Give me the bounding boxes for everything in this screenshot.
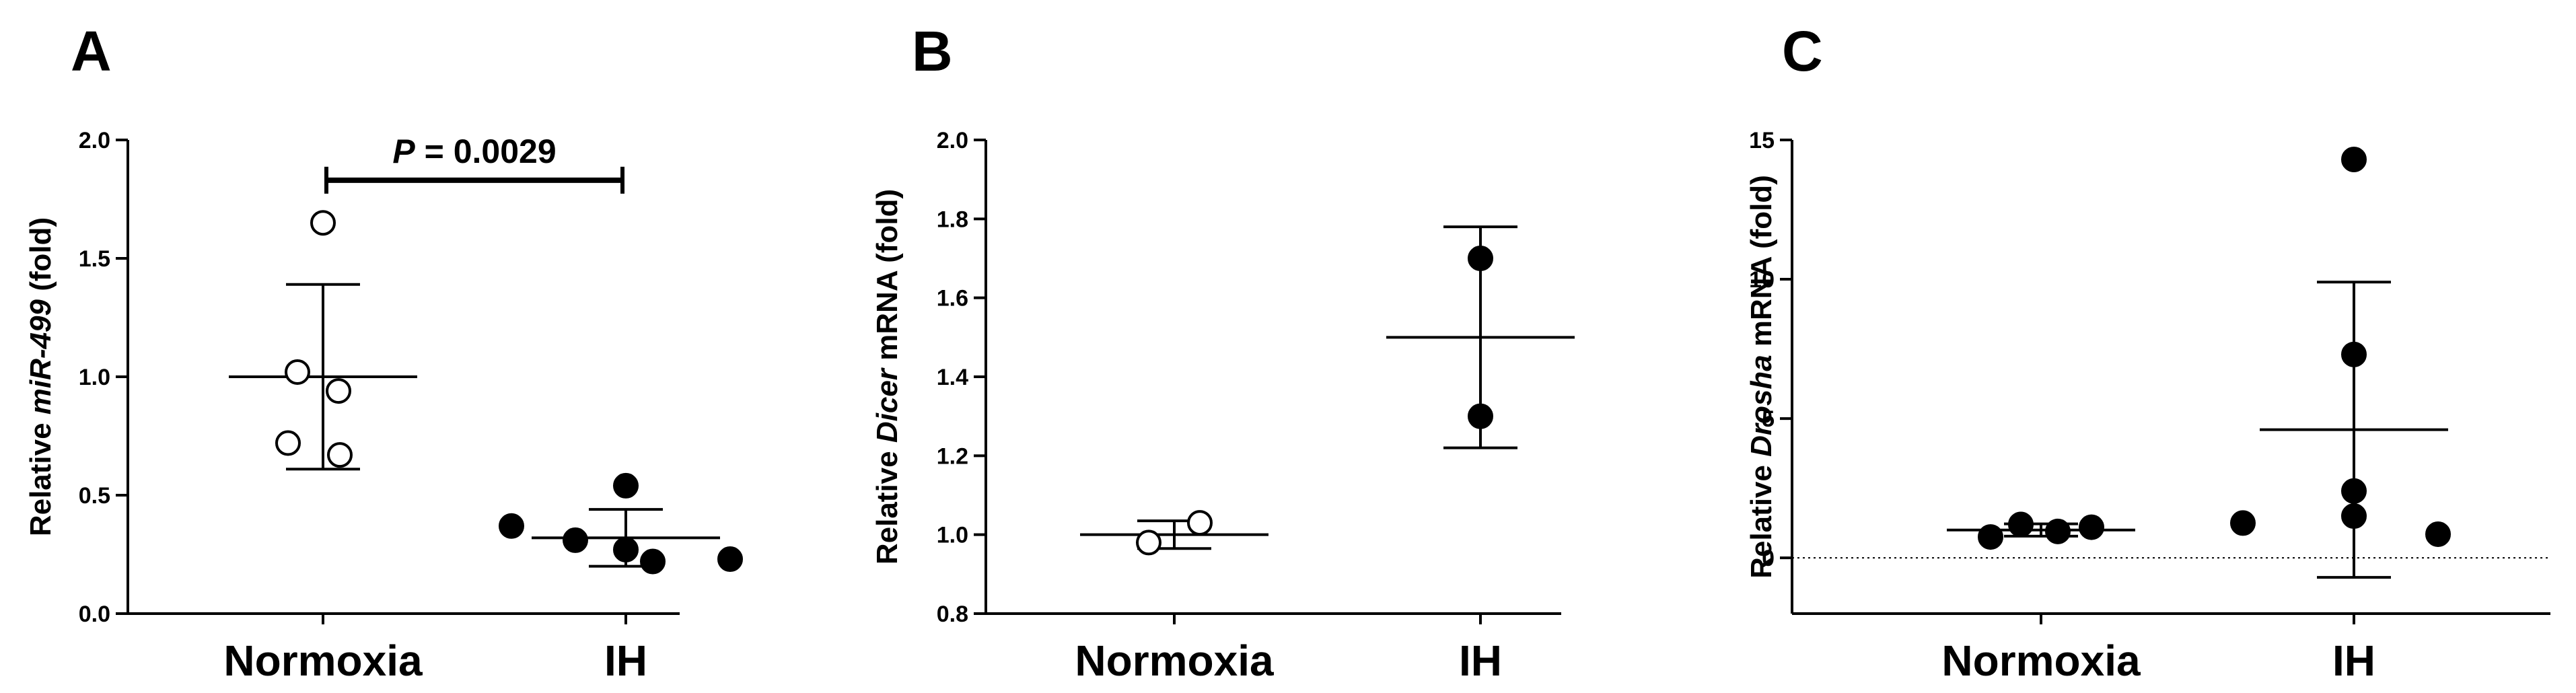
data-point <box>275 430 301 456</box>
panel-letter: C <box>1782 20 1823 83</box>
data-point <box>285 359 310 385</box>
data-point <box>1468 246 1493 271</box>
group-normoxia <box>1947 511 2135 550</box>
y-axis-label-italic: Dicer <box>871 367 904 443</box>
data-point <box>640 548 666 575</box>
y-tick-label: 0.8 <box>937 601 968 627</box>
y-tick-label: 1.4 <box>937 365 968 390</box>
p-value-text: = 0.0029 <box>415 133 557 170</box>
y-tick-label: 10 <box>1749 267 1775 293</box>
panel-c: C 0 5 10 15 Normoxia IH Relative Drosha mRNA (f… <box>1745 20 2550 685</box>
data-point <box>326 378 351 404</box>
y-tick-label: 1.0 <box>937 523 968 548</box>
data-point <box>1136 530 1161 556</box>
data-point <box>1978 524 2003 550</box>
data-point <box>563 527 588 553</box>
panel-b: B 0.8 1.0 1.2 1.4 1.6 1.8 2.0 Normoxia IH Relative… <box>871 20 1575 685</box>
y-tick-label: 0 <box>1762 546 1775 571</box>
group-ih <box>2230 146 2451 579</box>
data-point <box>1468 403 1493 429</box>
data-point <box>499 513 524 539</box>
group-normoxia <box>1080 510 1268 556</box>
y-tick-label: 1.0 <box>79 365 110 390</box>
data-point <box>717 546 743 573</box>
y-tick-label: 0.5 <box>79 483 110 509</box>
x-category-label: IH <box>604 636 647 685</box>
data-point <box>2341 341 2367 367</box>
y-axis-label: Relative Dicer mRNA (fold) <box>871 189 904 564</box>
data-point <box>2079 514 2104 540</box>
y-axis-label-part: Relative <box>24 414 57 536</box>
x-category-label: Normoxia <box>1075 636 1274 685</box>
y-tick-label: 0.0 <box>79 601 110 627</box>
x-category-label: IH <box>1459 636 1502 685</box>
y-axis-label-part: mRNA (fold) <box>1745 175 1778 355</box>
y-axis-label-part: Relative <box>871 443 904 564</box>
y-tick-label: 2.0 <box>937 128 968 153</box>
panel-letter: A <box>71 20 112 83</box>
y-axis-label-italic: miR-499 <box>24 299 57 414</box>
y-axis-label-part: mRNA (fold) <box>871 189 904 369</box>
panel-letter: B <box>912 20 953 83</box>
data-point <box>2008 511 2034 538</box>
y-tick-label: 1.8 <box>937 207 968 232</box>
y-axis-label-part: Relative <box>1745 457 1778 579</box>
p-value-annotation: P = 0.0029 <box>392 133 556 170</box>
x-category-label: Normoxia <box>223 636 423 685</box>
group-ih <box>1386 225 1575 449</box>
group-normoxia <box>229 210 417 471</box>
y-tick-label: 1.2 <box>937 443 968 469</box>
data-point <box>2341 478 2367 504</box>
y-tick-label: 1.5 <box>79 246 110 272</box>
y-axis-label-part: (fold) <box>24 217 57 299</box>
y-axis-label: Relative miR-499 (fold) <box>24 217 57 536</box>
y-tick-label: 15 <box>1749 128 1775 153</box>
data-point <box>310 210 336 236</box>
x-category-label: Normoxia <box>1941 636 2141 685</box>
y-axis-label: Relative Drosha mRNA (fold) <box>1745 175 1778 579</box>
y-tick-label: 5 <box>1762 406 1775 432</box>
y-tick-label: 1.6 <box>937 286 968 312</box>
data-point <box>613 536 639 562</box>
data-point <box>2045 518 2071 544</box>
p-value-italic: P <box>392 133 415 170</box>
x-category-label: IH <box>2332 636 2375 685</box>
data-point <box>2341 146 2367 172</box>
y-tick-label: 2.0 <box>79 128 110 153</box>
panel-a: A 0.0 0.5 1.0 1.5 2.0 Normoxia IH Relative miR-4… <box>24 20 743 685</box>
data-point <box>327 442 353 468</box>
group-ih <box>499 472 743 575</box>
data-point <box>2425 521 2451 547</box>
data-point <box>613 472 639 499</box>
y-axis-label-italic: Drosha <box>1745 355 1778 457</box>
data-point <box>2341 503 2367 530</box>
data-point <box>1187 510 1213 536</box>
data-point <box>2230 510 2256 536</box>
